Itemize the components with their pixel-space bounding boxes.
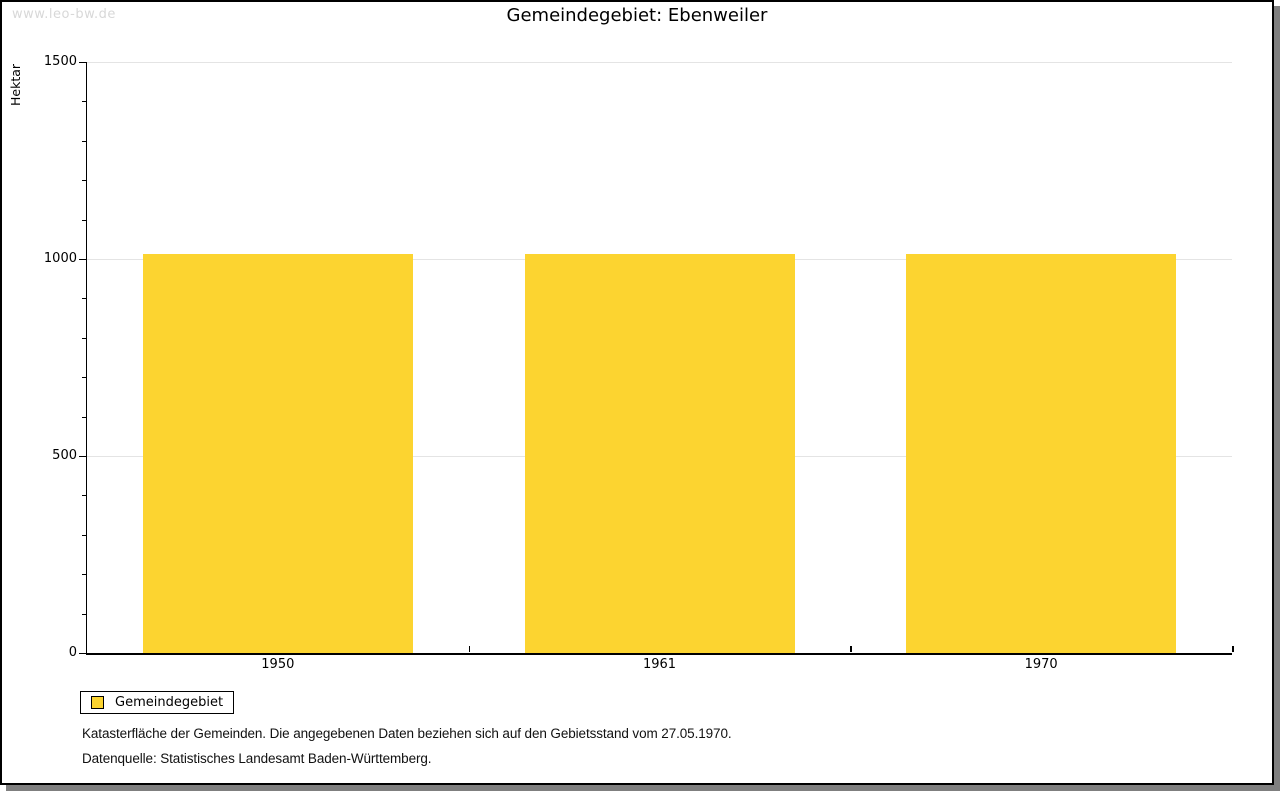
watermark: www.leo-bw.de	[12, 7, 116, 22]
x-tick-label: 1950	[261, 657, 295, 672]
y-minor-tick	[82, 495, 86, 497]
footnote: Katasterfläche der Gemeinden. Die angege…	[82, 726, 732, 741]
y-tick-label: 500	[52, 448, 77, 463]
window-shadow-right	[1274, 6, 1280, 791]
window-shadow-bottom	[6, 785, 1280, 791]
y-tick-label: 1000	[43, 251, 77, 266]
y-minor-tick	[82, 180, 86, 182]
page-title: Gemeindegebiet: Ebenweiler	[506, 5, 768, 26]
bar	[142, 254, 413, 653]
x-category-tick	[468, 646, 471, 652]
legend-label: Gemeindegebiet	[115, 695, 224, 710]
x-axis-line	[85, 652, 1232, 655]
y-minor-tick	[82, 337, 86, 339]
plot-area: 0 500 1000 1500 1950 1961 1970	[2, 2, 1272, 783]
y-major-tick	[79, 652, 86, 654]
y-minor-tick	[82, 416, 86, 418]
y-major-tick	[79, 258, 86, 260]
y-minor-tick	[82, 140, 86, 142]
y-minor-tick	[82, 377, 86, 379]
x-tick-label: 1961	[642, 657, 677, 672]
y-axis-line	[85, 62, 87, 653]
y-tick-label: 1500	[43, 54, 77, 69]
y-minor-tick	[82, 574, 86, 576]
y-minor-tick	[82, 219, 86, 221]
x-category-tick	[1232, 646, 1234, 652]
y-minor-tick	[82, 101, 86, 103]
gridline	[87, 62, 1232, 63]
y-minor-tick	[82, 534, 86, 536]
y-major-tick	[79, 455, 86, 457]
source-note: Datenquelle: Statistisches Landesamt Bad…	[82, 751, 432, 766]
y-tick-label: 0	[68, 645, 77, 660]
y-major-tick	[79, 61, 86, 63]
x-category-tick	[850, 646, 852, 652]
legend: Gemeindegebiet	[80, 691, 234, 714]
bar	[906, 254, 1177, 653]
y-minor-tick	[82, 613, 86, 615]
x-tick-label: 1970	[1024, 657, 1058, 672]
y-minor-tick	[82, 298, 86, 300]
bar	[524, 254, 795, 653]
legend-swatch	[91, 696, 104, 709]
